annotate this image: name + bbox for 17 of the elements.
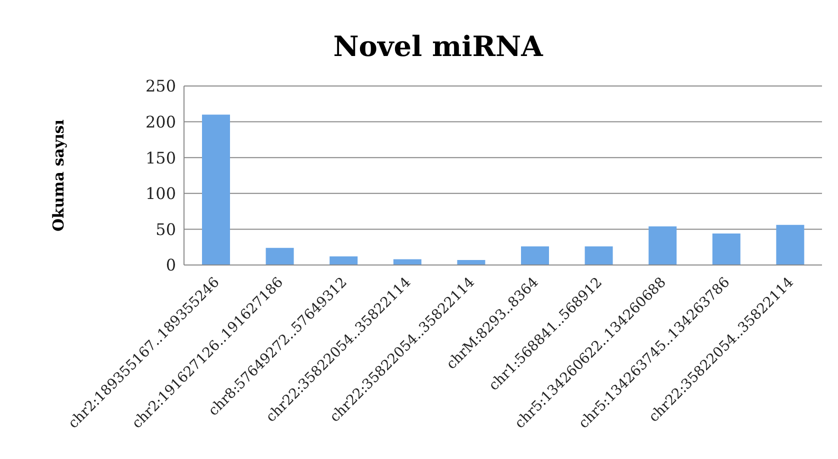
y-axis-title: Okuma sayısı: [49, 119, 68, 232]
bar: [648, 226, 677, 265]
bar: [776, 224, 804, 265]
y-tick-label: 50: [156, 220, 176, 239]
bar: [202, 114, 230, 265]
y-tick-label: 0: [166, 256, 176, 275]
bar: [457, 260, 486, 265]
y-tick-label: 150: [145, 148, 176, 168]
bar: [266, 248, 294, 265]
y-tick-label: 100: [145, 184, 176, 204]
bar: [330, 256, 358, 265]
bar: [521, 246, 549, 265]
bar: [584, 246, 613, 265]
y-tick-label: 200: [145, 112, 176, 132]
chart-title: Novel miRNA: [332, 30, 544, 63]
y-tick-label: 250: [145, 76, 176, 96]
bar: [712, 233, 740, 265]
